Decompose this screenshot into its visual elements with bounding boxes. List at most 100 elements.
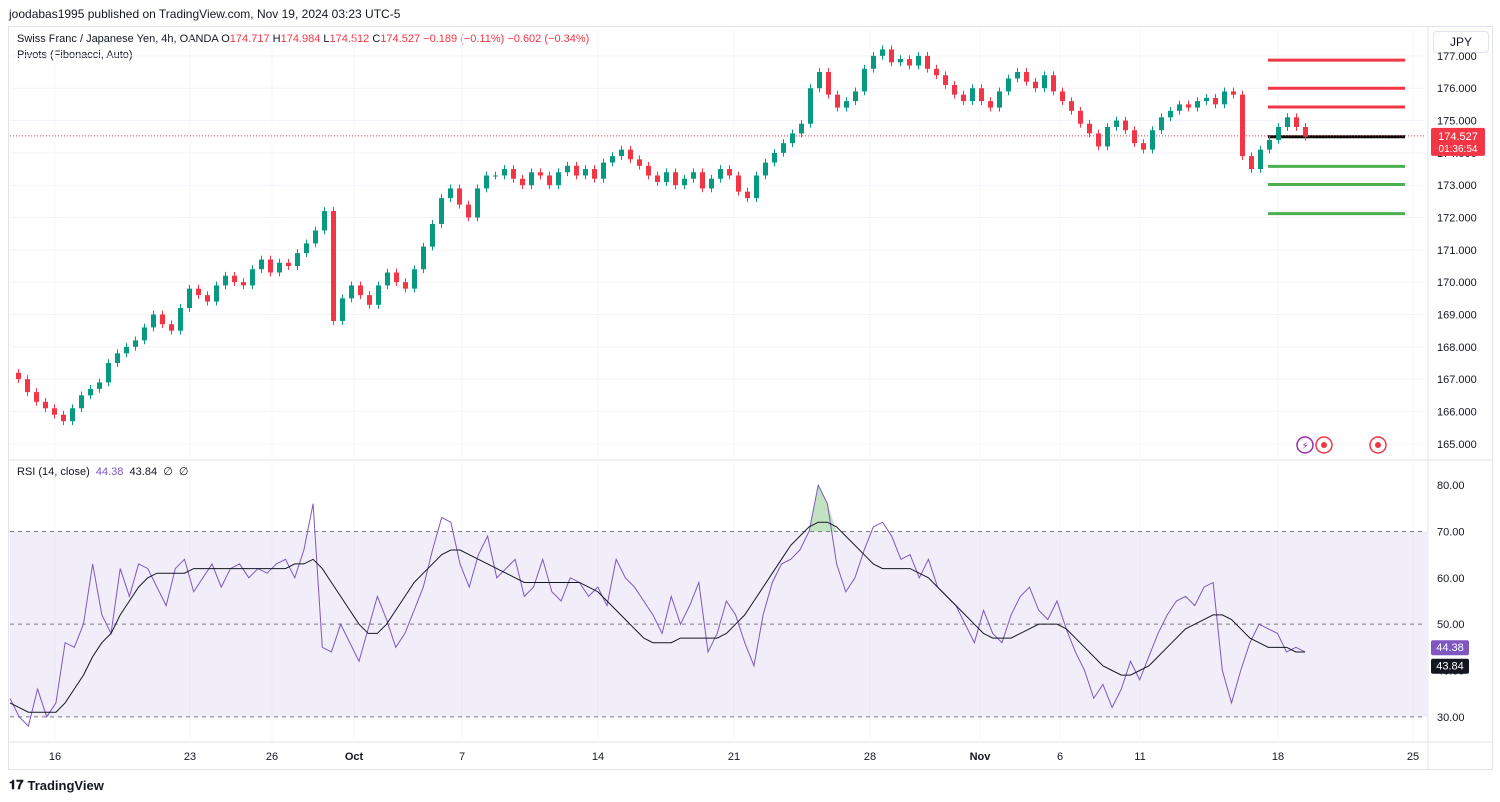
candle-body <box>655 175 660 182</box>
candle-body <box>295 253 300 267</box>
candle-body <box>808 88 813 124</box>
price-tick-label: 171.000 <box>1437 245 1477 257</box>
tradingview-logo-icon: 𝟏𝟕 <box>9 777 24 792</box>
candle-body <box>727 169 732 176</box>
candle-body <box>835 94 840 108</box>
candle-body <box>988 101 993 108</box>
time-tick-label: 7 <box>459 751 465 763</box>
candle-body <box>232 275 237 283</box>
candle-body <box>538 172 543 176</box>
candle-body <box>637 159 642 166</box>
candle-body <box>34 392 39 402</box>
rsi-extra-2: ∅ <box>178 466 189 478</box>
candle-body <box>133 340 138 347</box>
tradingview-logo[interactable]: 𝟏𝟕 TradingView <box>9 777 104 793</box>
time-tick-label: Oct <box>345 751 364 763</box>
candle-body <box>1150 130 1155 150</box>
symbol-name[interactable]: Swiss Franc / Japanese Yen, 4h, OANDA <box>17 33 219 45</box>
candle-body <box>1051 75 1056 92</box>
rsi-badge-value: 44.38 <box>1436 642 1464 654</box>
candle-body <box>1222 91 1227 105</box>
candle-body <box>160 314 165 325</box>
candle-body <box>1168 110 1173 118</box>
candle-body <box>1015 72 1020 79</box>
candle-body <box>817 72 822 89</box>
price-tick-label: 168.000 <box>1437 342 1477 354</box>
candle-body <box>259 259 264 270</box>
chart-frame <box>8 26 1493 770</box>
candle-body <box>286 262 291 267</box>
candle-body <box>619 149 624 157</box>
rsi-tick-label: 70.00 <box>1437 527 1465 539</box>
candle-body <box>511 169 516 179</box>
candle-body <box>565 165 570 173</box>
currency-button[interactable]: JPY <box>1433 31 1489 53</box>
event-icon-dot <box>1321 442 1327 448</box>
candle-body <box>952 84 957 95</box>
candle-body <box>1276 126 1281 140</box>
rsi-ma-badge <box>1431 658 1469 674</box>
candle-body <box>313 230 318 244</box>
price-tick-label: 172.000 <box>1437 213 1477 225</box>
candle-body <box>178 308 183 331</box>
candle-body <box>1195 101 1200 108</box>
candle-body <box>1186 104 1191 108</box>
open-label: O <box>221 33 230 45</box>
candle-body <box>88 388 93 396</box>
candle-body <box>439 198 444 224</box>
price-tick-label: 170.000 <box>1437 277 1477 289</box>
candle-body <box>1096 133 1101 147</box>
candle-body <box>898 59 903 63</box>
candle-body <box>646 165 651 176</box>
candle-body <box>340 298 345 321</box>
candle-body <box>151 314 156 328</box>
candle-body <box>1141 143 1146 150</box>
price-tick-label: 167.000 <box>1437 374 1477 386</box>
candle-body <box>1078 110 1083 124</box>
candle-body <box>736 175 741 192</box>
candle-body <box>1249 156 1254 170</box>
close-value: 174.527 <box>380 33 421 45</box>
candle-body <box>169 324 174 331</box>
candle-body <box>304 243 309 254</box>
candle-body <box>448 188 453 199</box>
rsi-title[interactable]: RSI (14, close) <box>17 466 90 478</box>
time-tick-label: 21 <box>728 751 740 763</box>
candle-body <box>1231 91 1236 95</box>
candle-body <box>943 75 948 85</box>
rsi-band-fill <box>10 531 1427 717</box>
candle-body <box>493 175 498 177</box>
candle-body <box>25 379 30 393</box>
candle-body <box>1303 126 1308 137</box>
candle-body <box>583 169 588 176</box>
candle-body <box>1294 117 1299 127</box>
candle-body <box>1069 101 1074 111</box>
rsi-value: 44.38 <box>95 466 124 478</box>
candle-body <box>745 191 750 199</box>
candle-body <box>1240 94 1245 157</box>
time-tick-label: 16 <box>49 751 61 763</box>
candle-body <box>826 72 831 95</box>
candle-body <box>502 169 507 176</box>
candle-body <box>205 295 210 302</box>
lightning-icon: ⚡ <box>1301 441 1308 452</box>
time-tick-label: Nov <box>970 751 992 763</box>
candle-body <box>142 327 147 341</box>
candle-body <box>889 49 894 63</box>
candle-body <box>979 88 984 102</box>
price-tick-label: 176.000 <box>1437 83 1477 95</box>
change-value: −0.189 (−0.11%) <box>423 33 505 45</box>
candle-body <box>556 172 561 186</box>
candle-body <box>880 49 885 56</box>
candle-body <box>799 123 804 134</box>
pivots-legend[interactable]: Pivots (Fibonacci, Auto) <box>17 49 133 61</box>
candle-body <box>1132 130 1137 144</box>
candle-body <box>1114 120 1119 127</box>
price-badge-countdown: 01:36:54 <box>1439 144 1478 155</box>
candle-body <box>1267 139 1272 150</box>
price-tick-label: 166.000 <box>1437 407 1477 419</box>
candle-body <box>394 272 399 283</box>
candle-body <box>1213 97 1218 105</box>
high-value: 174.984 <box>280 33 321 45</box>
